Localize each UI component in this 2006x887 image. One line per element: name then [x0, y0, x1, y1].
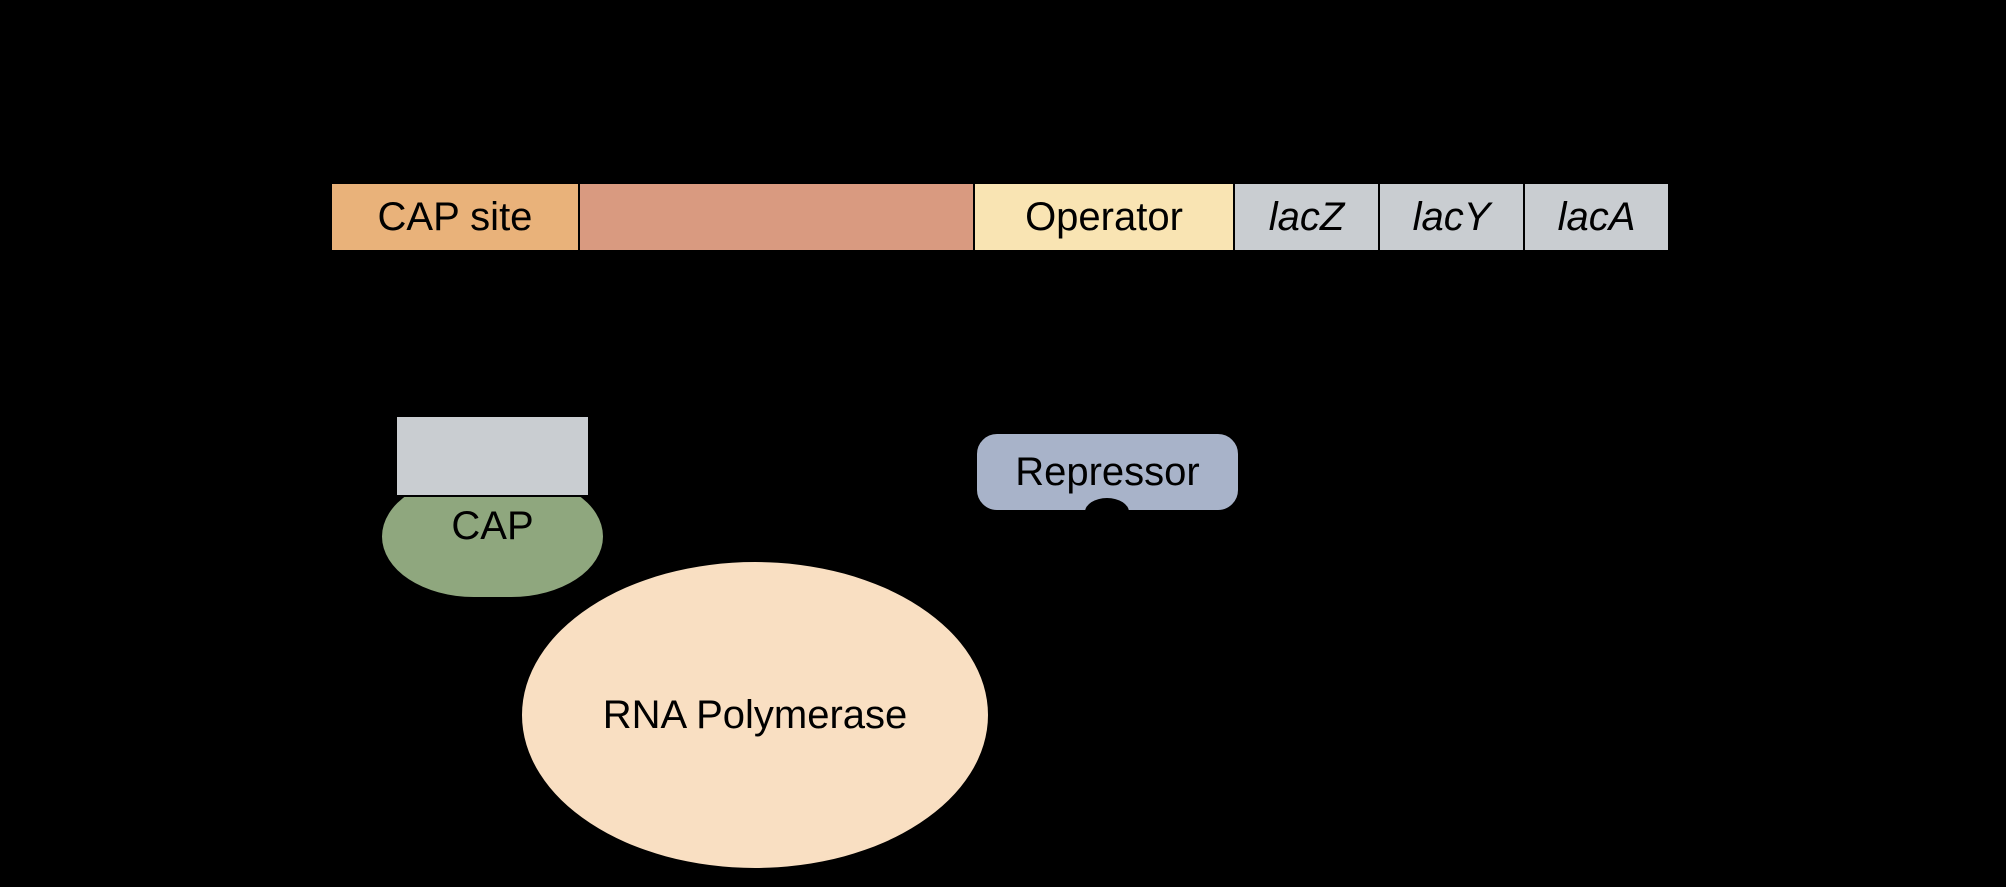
operator-box: Operator — [975, 182, 1235, 252]
cap-protein-top — [395, 415, 590, 497]
lacy-box: lacY — [1380, 182, 1525, 252]
promoter-bracket-stem — [856, 108, 859, 126]
promoter-box — [580, 182, 975, 252]
lacz-box: lacZ — [1235, 182, 1380, 252]
rna-polymerase: RNA Polymerase — [520, 560, 990, 870]
repressor-notch — [1085, 498, 1129, 526]
cap-site-box: CAP site — [330, 182, 580, 252]
operon-strip: CAP site Operator lacZ lacY lacA — [330, 182, 1670, 252]
laca-box: lacA — [1525, 182, 1670, 252]
promoter-bracket — [580, 125, 1141, 146]
promoter-label: Promoter — [772, 58, 945, 106]
